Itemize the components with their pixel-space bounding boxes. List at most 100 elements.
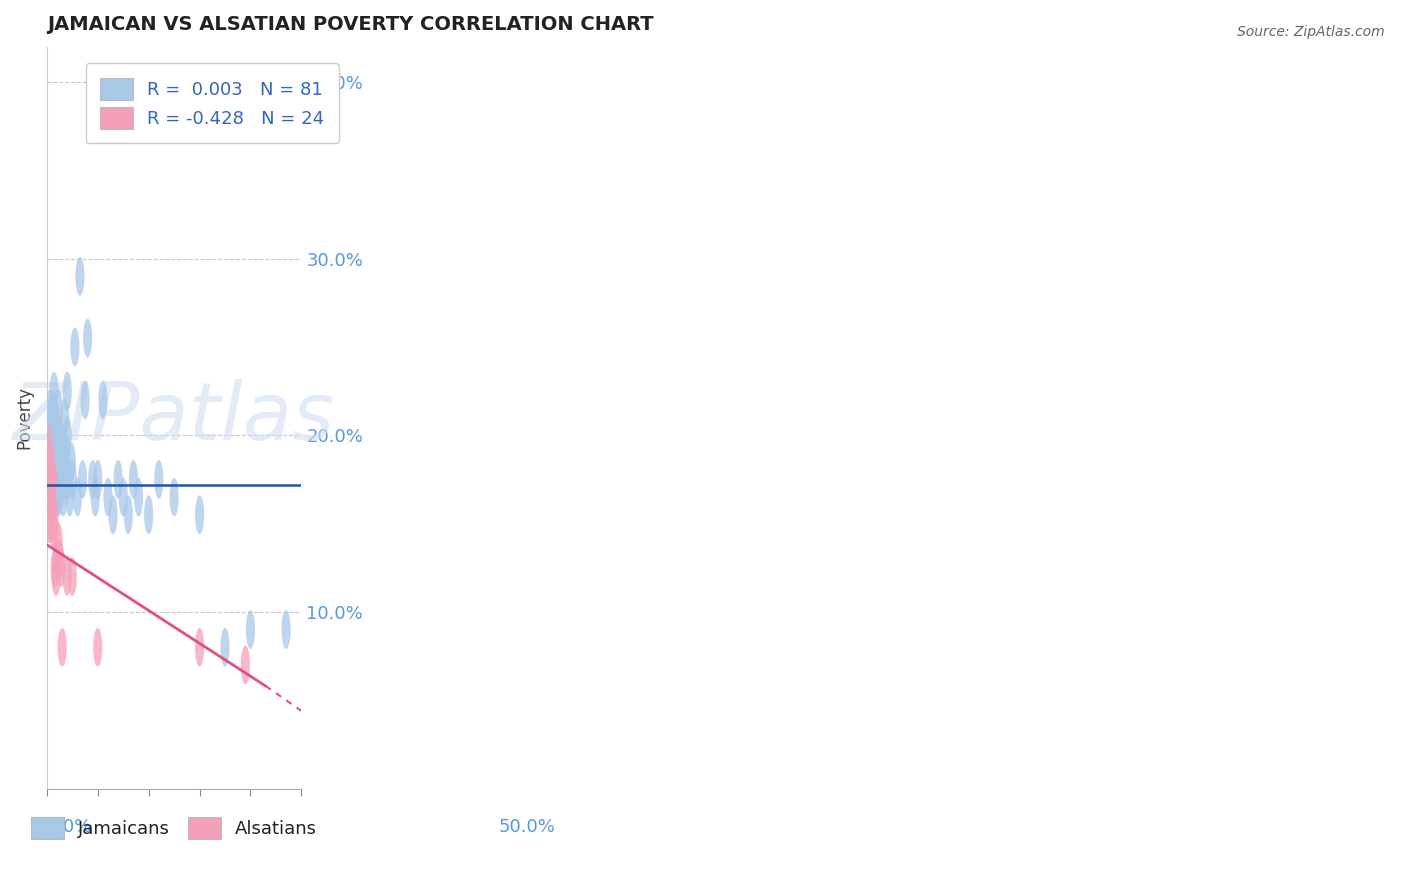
Ellipse shape	[58, 460, 66, 499]
Ellipse shape	[55, 460, 65, 499]
Ellipse shape	[60, 398, 69, 437]
Ellipse shape	[59, 477, 67, 516]
Ellipse shape	[63, 460, 73, 499]
Ellipse shape	[93, 460, 103, 499]
Ellipse shape	[49, 442, 59, 481]
Ellipse shape	[52, 477, 60, 516]
Text: 50.0%: 50.0%	[499, 818, 555, 836]
Ellipse shape	[45, 389, 55, 428]
Ellipse shape	[53, 389, 63, 428]
Ellipse shape	[56, 434, 65, 473]
Ellipse shape	[49, 372, 59, 410]
Ellipse shape	[114, 460, 122, 499]
Ellipse shape	[45, 425, 53, 464]
Ellipse shape	[46, 460, 56, 499]
Ellipse shape	[58, 425, 66, 464]
Ellipse shape	[134, 477, 143, 516]
Ellipse shape	[80, 381, 90, 419]
Ellipse shape	[49, 469, 58, 508]
Ellipse shape	[70, 327, 80, 367]
Ellipse shape	[104, 477, 112, 516]
Ellipse shape	[83, 318, 93, 358]
Ellipse shape	[44, 416, 52, 455]
Ellipse shape	[56, 549, 66, 587]
Ellipse shape	[48, 477, 58, 516]
Ellipse shape	[45, 469, 55, 508]
Ellipse shape	[77, 460, 87, 499]
Ellipse shape	[48, 416, 56, 455]
Ellipse shape	[46, 442, 55, 481]
Ellipse shape	[195, 628, 204, 666]
Ellipse shape	[170, 477, 179, 516]
Ellipse shape	[73, 477, 82, 516]
Ellipse shape	[48, 442, 56, 481]
Ellipse shape	[44, 425, 52, 464]
Ellipse shape	[53, 460, 63, 499]
Ellipse shape	[63, 558, 72, 596]
Ellipse shape	[45, 504, 53, 543]
Ellipse shape	[46, 486, 56, 525]
Ellipse shape	[53, 425, 62, 464]
Ellipse shape	[55, 416, 65, 455]
Ellipse shape	[46, 477, 55, 516]
Ellipse shape	[53, 522, 63, 561]
Ellipse shape	[63, 372, 72, 410]
Ellipse shape	[56, 469, 65, 508]
Ellipse shape	[195, 495, 204, 534]
Ellipse shape	[46, 398, 56, 437]
Ellipse shape	[44, 460, 53, 499]
Ellipse shape	[55, 540, 65, 578]
Ellipse shape	[48, 460, 58, 499]
Ellipse shape	[60, 460, 70, 499]
Ellipse shape	[45, 477, 55, 516]
Ellipse shape	[65, 477, 75, 516]
Ellipse shape	[46, 469, 56, 508]
Ellipse shape	[48, 425, 58, 464]
Ellipse shape	[155, 460, 163, 499]
Ellipse shape	[52, 451, 62, 490]
Ellipse shape	[89, 460, 97, 499]
Ellipse shape	[118, 477, 128, 516]
Ellipse shape	[108, 495, 118, 534]
Text: JAMAICAN VS ALSATIAN POVERTY CORRELATION CHART: JAMAICAN VS ALSATIAN POVERTY CORRELATION…	[46, 15, 654, 34]
Text: ZIPatlas: ZIPatlas	[13, 378, 335, 457]
Ellipse shape	[76, 257, 84, 296]
Ellipse shape	[221, 628, 229, 666]
Ellipse shape	[143, 495, 153, 534]
Ellipse shape	[46, 504, 56, 543]
Ellipse shape	[45, 477, 53, 516]
Ellipse shape	[53, 477, 63, 516]
Ellipse shape	[52, 558, 60, 596]
Ellipse shape	[48, 460, 56, 499]
Ellipse shape	[48, 460, 58, 499]
Text: Source: ZipAtlas.com: Source: ZipAtlas.com	[1237, 25, 1385, 39]
Ellipse shape	[51, 460, 59, 499]
Ellipse shape	[49, 451, 58, 490]
Ellipse shape	[98, 381, 107, 419]
Ellipse shape	[51, 513, 59, 552]
Ellipse shape	[129, 460, 138, 499]
Ellipse shape	[46, 442, 55, 481]
Ellipse shape	[45, 460, 53, 499]
Legend: Jamaicans, Alsatians: Jamaicans, Alsatians	[24, 810, 325, 847]
Ellipse shape	[63, 416, 72, 455]
Ellipse shape	[124, 495, 134, 534]
Ellipse shape	[246, 610, 254, 649]
Text: 0.0%: 0.0%	[46, 818, 93, 836]
Ellipse shape	[67, 460, 77, 499]
Ellipse shape	[51, 477, 59, 516]
Ellipse shape	[52, 416, 60, 455]
Ellipse shape	[51, 425, 59, 464]
Ellipse shape	[55, 442, 63, 481]
Ellipse shape	[66, 442, 76, 481]
Ellipse shape	[52, 540, 62, 578]
Ellipse shape	[56, 442, 66, 481]
Ellipse shape	[58, 628, 66, 666]
Ellipse shape	[51, 549, 59, 587]
Ellipse shape	[44, 442, 53, 481]
Ellipse shape	[52, 460, 60, 499]
Ellipse shape	[45, 451, 53, 490]
Ellipse shape	[93, 628, 103, 666]
Ellipse shape	[90, 477, 100, 516]
Ellipse shape	[67, 558, 77, 596]
